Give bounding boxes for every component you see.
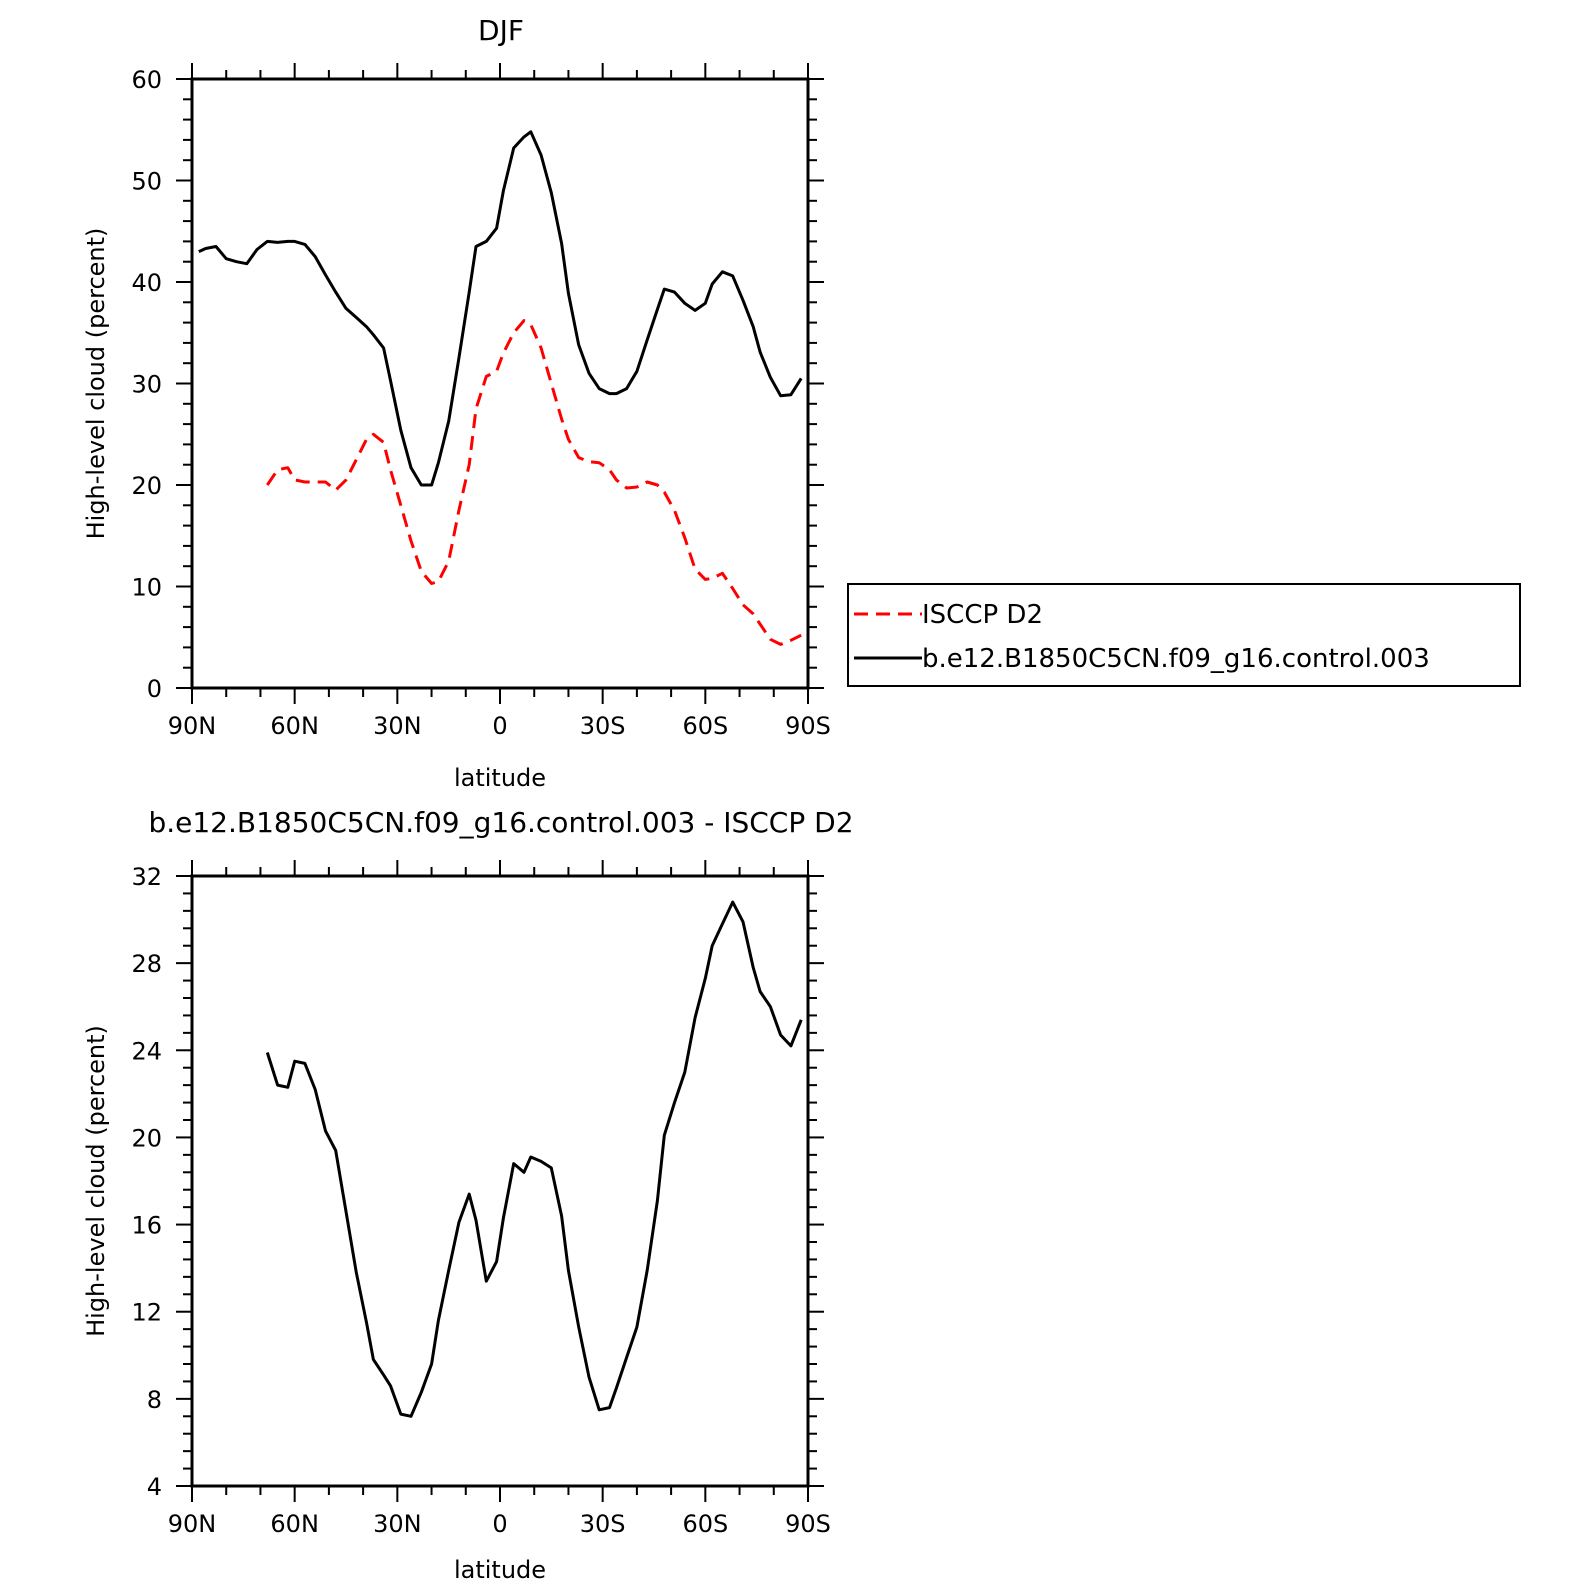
y-tick-label: 60 <box>131 66 162 94</box>
plot-frame <box>190 874 810 1488</box>
x-tick-label: 60N <box>270 712 319 740</box>
y-tick-label: 8 <box>147 1386 162 1414</box>
x-tick-label: 60S <box>682 712 728 740</box>
x-tick-label: 90S <box>785 1510 831 1538</box>
series-line-2 <box>198 130 803 487</box>
chart-panel-1: 90N 60N 30N 0 30S 60S 90S 0 10 20 30 40 50 60 DJF latit… <box>82 14 1521 792</box>
legend-label-2: b.e12.B1850C5CN.f09_g16.control.003 <box>922 644 1430 674</box>
x-tick-label: 30N <box>373 712 422 740</box>
legend-label-1: ISCCP D2 <box>922 600 1043 630</box>
series-line-1 <box>265 900 803 1418</box>
y-tick-label: 32 <box>131 863 162 891</box>
x-tick-label: 90N <box>168 1510 217 1538</box>
chart-title: DJF <box>478 14 524 47</box>
plot-frame <box>190 77 810 690</box>
x-tick-label: 30N <box>373 1510 422 1538</box>
x-axis-label: latitude <box>454 764 546 792</box>
legend: ISCCP D2 b.e12.B1850C5CN.f09_g16.control.… <box>847 583 1521 687</box>
y-tick-label: 20 <box>131 1124 162 1152</box>
legend-box <box>847 583 1521 687</box>
chart-title: b.e12.B1850C5CN.f09_g16.control.003 - IS… <box>148 806 853 839</box>
y-axis-label: High-level cloud (percent) <box>82 1025 110 1337</box>
y-tick-label: 10 <box>131 574 162 602</box>
x-tick-label: 30S <box>580 712 626 740</box>
x-tick-label: 90S <box>785 712 831 740</box>
y-tick-label: 50 <box>131 168 162 196</box>
y-tick-label: 28 <box>131 950 162 978</box>
y-tick-label: 24 <box>131 1037 162 1065</box>
y-tick-label: 16 <box>131 1212 162 1240</box>
series-line-1 <box>266 319 802 646</box>
x-tick-label: 90N <box>168 712 217 740</box>
x-tick-label: 30S <box>580 1510 626 1538</box>
x-tick-label: 60S <box>682 1510 728 1538</box>
y-tick-label: 12 <box>131 1299 162 1327</box>
y-tick-label: 30 <box>131 371 162 399</box>
y-tick-label: 4 <box>147 1473 162 1501</box>
x-tick-label: 0 <box>492 712 507 740</box>
chart-panel-2: 90N 60N 30N 0 30S 60S 90S 4 8 12 16 20 24 28 32 b.e12.B… <box>82 806 854 1584</box>
y-tick-label: 20 <box>131 472 162 500</box>
x-tick-label: 60N <box>270 1510 319 1538</box>
x-tick-label: 0 <box>492 1510 507 1538</box>
y-tick-label: 0 <box>147 675 162 703</box>
y-axis-label: High-level cloud (percent) <box>82 228 110 540</box>
x-axis-label: latitude <box>454 1556 546 1584</box>
y-tick-label: 40 <box>131 269 162 297</box>
